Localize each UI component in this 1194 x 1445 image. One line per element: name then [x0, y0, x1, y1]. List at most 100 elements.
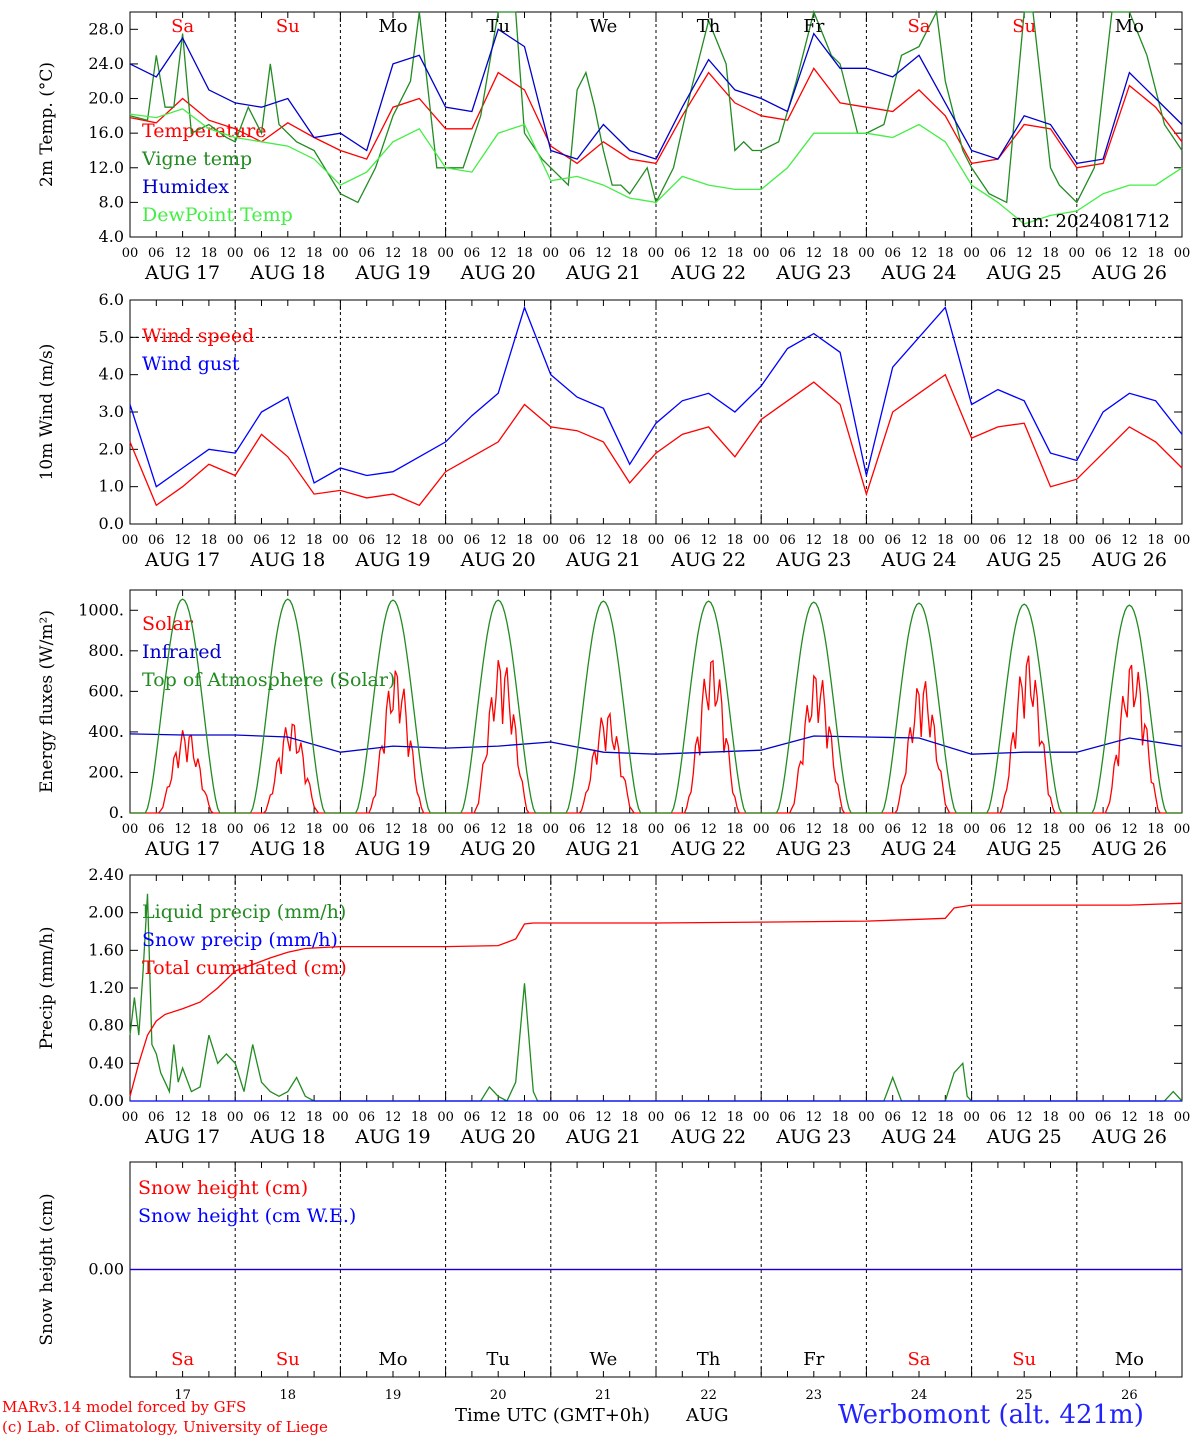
x-hour-label: 00 [963, 246, 980, 261]
day-number-label: 20 [490, 1388, 507, 1403]
day-number-label: 26 [1121, 1388, 1138, 1403]
x-hour-label: 06 [358, 1110, 375, 1125]
x-hour-label: 18 [937, 1110, 954, 1125]
x-hour-label: 12 [280, 822, 297, 837]
x-hour-label: 12 [700, 822, 717, 837]
legend-entry: Snow precip (mm/h) [142, 929, 338, 951]
legend-entry: Liquid precip (mm/h) [142, 901, 346, 923]
x-hour-label: 12 [1121, 822, 1138, 837]
x-hour-label: 12 [700, 1110, 717, 1125]
lab-credit: (c) Lab. of Climatology, University of L… [2, 1418, 328, 1436]
x-hour-label: 00 [648, 533, 665, 548]
weekday-label: Su [276, 16, 300, 37]
x-hour-label: 12 [174, 533, 191, 548]
x-hour-label: 06 [990, 822, 1007, 837]
x-hour-label: 06 [779, 822, 796, 837]
x-hour-label: 12 [385, 246, 402, 261]
x-day-label: AUG 20 [460, 549, 536, 571]
weekday-label: We [590, 16, 618, 37]
x-day-label: AUG 17 [144, 262, 220, 284]
x-hour-label: 06 [990, 1110, 1007, 1125]
y-tick-label: 1000. [78, 600, 124, 619]
y-tick-label: 6.0 [99, 290, 124, 309]
legend-entry: Humidex [142, 176, 229, 198]
x-hour-label: 06 [674, 822, 691, 837]
y-tick-label: 12.0 [88, 158, 124, 177]
x-day-label: AUG 21 [565, 262, 641, 284]
x-day-label: AUG 25 [986, 262, 1062, 284]
y-axis-title-energy: Energy fluxes (W/m²) [37, 610, 57, 793]
x-hour-label: 06 [884, 246, 901, 261]
weekday-label: Th [697, 1349, 721, 1370]
y-axis-title-snow: Snow height (cm) [37, 1193, 57, 1345]
weekday-label: Su [1012, 16, 1036, 37]
x-day-label: AUG 22 [670, 838, 746, 860]
x-day-label: AUG 18 [249, 838, 325, 860]
x-hour-label: 18 [516, 822, 533, 837]
x-hour-label: 00 [227, 822, 244, 837]
x-hour-label: 00 [1174, 822, 1191, 837]
x-hour-label: 06 [464, 822, 481, 837]
run-label: run: 2024081712 [1012, 211, 1170, 232]
x-hour-label: 06 [674, 1110, 691, 1125]
weekday-label: Fr [803, 1349, 824, 1370]
y-axis-title-precip: Precip (mm/h) [37, 926, 57, 1049]
series-line-dewpoint-temp [129, 108, 1183, 225]
x-hour-label: 06 [674, 533, 691, 548]
day-number-label: 24 [911, 1388, 928, 1403]
weekday-label: Sa [907, 16, 930, 37]
x-day-label: AUG 18 [249, 549, 325, 571]
x-hour-label: 00 [963, 822, 980, 837]
x-hour-label: 18 [1042, 1110, 1059, 1125]
y-tick-label: 5.0 [99, 327, 124, 346]
series-line-infrared [129, 733, 1183, 755]
day-number-label: 22 [700, 1388, 717, 1403]
legend-entry: Vigne temp [141, 148, 252, 170]
x-hour-label: 00 [753, 246, 770, 261]
x-hour-label: 12 [595, 533, 612, 548]
panel-frame-wind [129, 299, 1183, 525]
x-hour-label: 00 [753, 822, 770, 837]
x-hour-label: 06 [148, 822, 165, 837]
x-day-label: AUG 22 [670, 262, 746, 284]
x-hour-label: 00 [227, 1110, 244, 1125]
x-hour-label: 00 [858, 246, 875, 261]
legend-entry: Infrared [142, 641, 222, 663]
x-hour-label: 06 [464, 533, 481, 548]
x-hour-label: 00 [1174, 533, 1191, 548]
x-hour-label: 00 [122, 533, 139, 548]
x-hour-label: 18 [727, 533, 744, 548]
x-hour-label: 18 [411, 1110, 428, 1125]
x-day-label: AUG 24 [880, 262, 956, 284]
day-number-label: 21 [595, 1388, 612, 1403]
y-tick-label: 16.0 [88, 123, 124, 142]
x-hour-label: 00 [332, 533, 349, 548]
x-hour-label: 18 [832, 533, 849, 548]
x-day-label: AUG 23 [775, 549, 851, 571]
x-hour-label: 18 [201, 1110, 218, 1125]
x-hour-label: 00 [858, 533, 875, 548]
x-hour-label: 18 [1042, 822, 1059, 837]
x-hour-label: 06 [990, 246, 1007, 261]
x-hour-label: 06 [779, 1110, 796, 1125]
x-hour-label: 12 [385, 822, 402, 837]
series-line-top-of-atmosphere-solar- [130, 598, 1182, 814]
x-day-label: AUG 24 [880, 549, 956, 571]
x-hour-label: 12 [1121, 246, 1138, 261]
y-tick-label: 0.00 [88, 1260, 124, 1279]
model-credit: MARv3.14 model forced by GFS [2, 1398, 247, 1416]
x-hour-label: 00 [963, 1110, 980, 1125]
x-axis-title: Time UTC (GMT+0h) [455, 1405, 650, 1426]
x-hour-label: 12 [1016, 246, 1033, 261]
legend-entry: DewPoint Temp [142, 204, 293, 226]
x-hour-label: 12 [595, 822, 612, 837]
x-hour-label: 00 [1069, 533, 1086, 548]
x-hour-label: 06 [148, 533, 165, 548]
x-hour-label: 18 [621, 533, 638, 548]
x-day-label: AUG 22 [670, 549, 746, 571]
x-hour-label: 12 [280, 533, 297, 548]
series-line-wind-gust [129, 305, 1183, 488]
x-hour-label: 12 [1016, 822, 1033, 837]
x-hour-label: 12 [806, 533, 823, 548]
x-day-label: AUG 26 [1091, 549, 1167, 571]
